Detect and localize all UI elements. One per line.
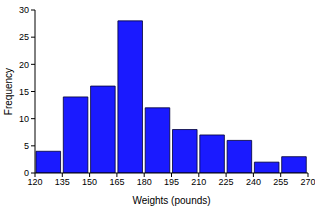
svg-text:Frequency: Frequency [8, 68, 14, 115]
svg-text:165: 165 [109, 177, 124, 187]
svg-text:120: 120 [27, 177, 42, 187]
svg-text:10: 10 [19, 114, 29, 124]
svg-text:150: 150 [82, 177, 97, 187]
svg-text:20: 20 [19, 60, 29, 70]
svg-text:180: 180 [137, 177, 152, 187]
svg-text:240: 240 [246, 177, 261, 187]
svg-text:225: 225 [219, 177, 234, 187]
svg-text:210: 210 [191, 177, 206, 187]
svg-text:255: 255 [273, 177, 288, 187]
svg-text:15: 15 [19, 87, 29, 97]
svg-text:30: 30 [19, 5, 29, 15]
svg-text:195: 195 [164, 177, 179, 187]
svg-text:Weights (pounds): Weights (pounds) [132, 195, 210, 206]
svg-text:270: 270 [300, 177, 307, 187]
svg-text:135: 135 [55, 177, 70, 187]
svg-text:0: 0 [24, 168, 29, 178]
svg-text:5: 5 [24, 141, 29, 151]
svg-text:25: 25 [19, 32, 29, 42]
